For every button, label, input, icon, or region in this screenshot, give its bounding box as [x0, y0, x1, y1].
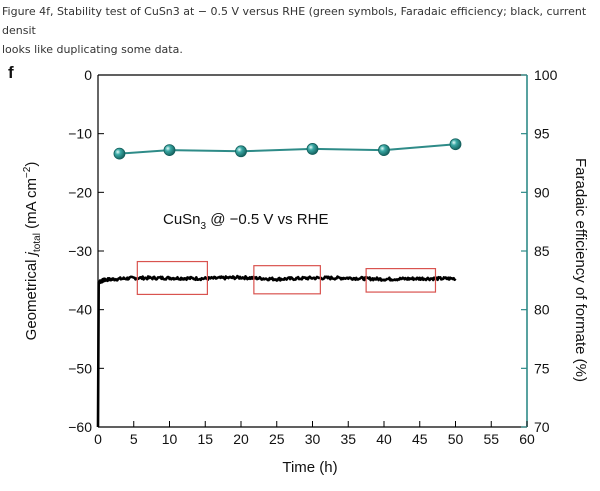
x-tick-label: 35: [340, 431, 356, 447]
x-tick-label: 55: [483, 431, 499, 447]
y-left-tick-label: −30: [68, 243, 92, 259]
y-right-tick-label: 90: [534, 184, 550, 200]
current-density-trace: [96, 274, 457, 428]
fe-point: [378, 144, 390, 156]
fe-point: [163, 144, 176, 156]
x-tick-label: 0: [94, 431, 102, 447]
y-left-tick-label: 0: [84, 67, 92, 83]
highlight-box: [365, 268, 437, 293]
annotation-subscript: 3: [201, 221, 207, 232]
panel-label: f: [8, 63, 14, 82]
x-tick-label: 15: [197, 431, 213, 447]
x-tick-label: 10: [162, 431, 178, 447]
ylabel-left-sub: total: [32, 233, 43, 252]
ylabel-left-pre: Geometrical: [23, 255, 40, 340]
x-axis-label: Time (h): [282, 459, 337, 476]
x-tick-label: 5: [130, 431, 138, 447]
x-tick-label: 20: [233, 431, 249, 447]
highlight-box: [136, 260, 208, 296]
y-axis-label-left: Geometrical jtotal (mA cm−2): [22, 162, 43, 341]
fe-point: [113, 147, 126, 160]
y-right-tick-label: 100: [534, 67, 558, 83]
figure-caption: Figure 4f, Stability test of CuSn3 at − …: [2, 5, 587, 56]
chart-annotation: CuSn3 @ −0.5 V vs RHE: [163, 211, 328, 232]
fe-point: [449, 138, 462, 151]
y-left-tick-label: −50: [68, 360, 92, 376]
plot-area: 0 5 10 15 20 25 30 35 40 45 50 55 60 0 −10 −20 −30 −40 −50…: [68, 67, 557, 447]
ylabel-left-j: j: [23, 251, 40, 257]
y-left-tick-label: −60: [68, 419, 92, 435]
x-tick-label: 45: [412, 431, 428, 447]
y-left-tick-label: −10: [68, 126, 92, 142]
ylabel-left-post: (mA cm: [23, 178, 40, 233]
y-right-tick-label: 85: [534, 243, 550, 259]
x-tick-label: 30: [305, 431, 321, 447]
y-right-tick-label: 75: [534, 360, 550, 376]
fe-point: [306, 143, 319, 155]
annotation-rest: @ −0.5 V vs RHE: [206, 211, 328, 228]
y-right-tick-label: 95: [534, 126, 550, 142]
fe-series-line: [119, 143, 456, 155]
y-left-tick-label: −40: [68, 302, 92, 318]
y-axis-label-right: Faradaic efficiency of formate (%): [572, 158, 589, 382]
ylabel-left-sup: −2: [22, 166, 33, 178]
annotation-main: CuSn: [163, 211, 201, 228]
y-right-tick-label: 70: [534, 419, 550, 435]
x-tick-label: 25: [269, 431, 285, 447]
y-left-tick-label: −20: [68, 184, 92, 200]
y-right-tick-label: 80: [534, 302, 550, 318]
highlight-box: [253, 265, 321, 295]
ylabel-left-close: ): [23, 162, 40, 167]
x-tick-label: 40: [376, 431, 392, 447]
x-tick-label: 60: [519, 431, 535, 447]
x-tick-label: 50: [448, 431, 464, 447]
fe-point: [235, 145, 247, 158]
